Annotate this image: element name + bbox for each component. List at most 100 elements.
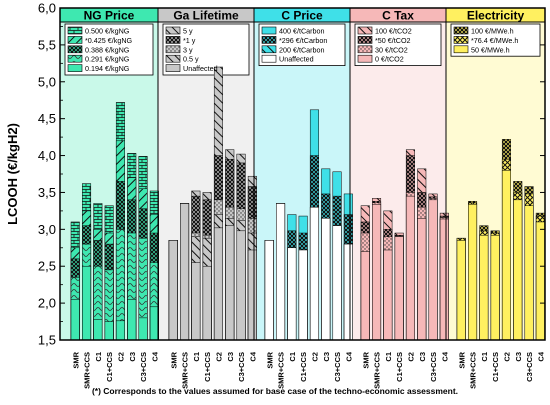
panel-title: NG Price [84, 9, 135, 23]
bar-segment [82, 265, 92, 341]
legend-label: Unaffected [183, 64, 218, 73]
legend-label: 100 €/MWe.h [471, 27, 514, 36]
category-label: C3 [128, 352, 137, 362]
category-label: C3+CCS [333, 352, 342, 382]
bar-segment [535, 221, 545, 341]
bar-segment [439, 218, 449, 341]
bar-segment [383, 249, 393, 341]
legend-swatch-pattern [166, 55, 180, 63]
legend-swatch [261, 26, 277, 35]
category-label: C2 [214, 352, 223, 362]
legend-swatch-pattern [454, 27, 468, 34]
bar-segment-pattern [150, 262, 159, 340]
legend-label: 0.194 €/kgNG [85, 64, 130, 73]
bar-segment [479, 234, 489, 341]
legend-label: 0.388 €/kgNG [85, 45, 130, 54]
legend-label: *50 €/tCO2 [375, 36, 411, 45]
category-label: C3 [322, 352, 331, 362]
bar-segment [524, 205, 534, 341]
category-label: C4 [248, 351, 257, 361]
bar-segment [191, 262, 201, 341]
category-label: C1+CCS [299, 352, 308, 382]
category-label: SMR+CCS [373, 352, 382, 389]
category-label: SMR+CCS [277, 352, 286, 389]
bar-segment [93, 319, 103, 341]
category-label: C2 [406, 352, 415, 362]
category-label: C1+CCS [395, 352, 404, 382]
legend-label: 50 €/MWe.h [471, 45, 510, 54]
category-label: SMR+CCS [83, 352, 92, 389]
panel-title: Ga Lifetime [173, 9, 239, 23]
y-tick-label: 2,0 [38, 296, 56, 311]
bar-segment [202, 265, 212, 341]
bar-segment [225, 225, 235, 341]
y-tick-label: 2,5 [38, 259, 56, 274]
panel-title: C Price [281, 9, 323, 23]
bar-segment [70, 299, 80, 341]
category-label: C4 [536, 351, 545, 361]
category-label: SMR [71, 351, 80, 368]
category-label: SMR [457, 351, 466, 368]
category-label: C4 [440, 351, 449, 361]
category-label: C3+CCS [429, 352, 438, 382]
category-label: C3+CCS [139, 352, 148, 382]
bar-segment [298, 249, 308, 341]
bar-segment [287, 247, 297, 341]
bar-segment [513, 199, 523, 341]
legend-label: 400 €/tCarbon [279, 27, 325, 36]
category-label: C1+CCS [491, 352, 500, 382]
bar-segment [138, 317, 148, 341]
category-label: C2 [116, 352, 125, 362]
category-label: C3 [514, 352, 523, 362]
category-label: C1 [288, 352, 297, 362]
bar-segment [168, 240, 178, 341]
bar-segment [360, 251, 370, 341]
legend-label: 100 €/tCO2 [375, 27, 412, 36]
bar-segment [332, 225, 342, 341]
y-axis-label: LCOOH (€/kgH2) [5, 123, 20, 225]
bar-segment [213, 227, 223, 341]
category-label: SMR [361, 351, 370, 368]
legend-swatch-pattern [166, 45, 180, 53]
bar-segment [372, 203, 382, 341]
category-label: C1 [480, 352, 489, 362]
category-label: SMR+CCS [469, 352, 478, 389]
bar-segment [417, 218, 427, 341]
footnote: (*) Corresponds to the values assumed fo… [92, 386, 458, 396]
legend-swatch-pattern [358, 27, 372, 34]
category-label: C3+CCS [525, 352, 534, 382]
category-label: C1 [192, 352, 201, 362]
bar-segment [490, 234, 500, 341]
legend-swatch-pattern [68, 36, 82, 44]
y-tick-label: 4,0 [38, 148, 56, 163]
legend-label: *296 €/tCarbon [279, 36, 327, 45]
bar-segment-pattern [127, 233, 136, 340]
y-tick-label: 3,5 [38, 185, 56, 200]
category-label: SMR+CCS [181, 352, 190, 389]
legend-swatch-pattern [454, 36, 468, 44]
legend-label: 5 y [183, 27, 193, 36]
legend-swatch-pattern [358, 36, 372, 44]
bar-segment [309, 206, 319, 341]
bar-segment [501, 170, 511, 341]
category-label: C1 [94, 352, 103, 362]
legend-label: 0.291 €/kgNG [85, 55, 130, 64]
category-label: C3 [226, 352, 235, 362]
bar-segment [394, 236, 404, 341]
bar-segment [247, 249, 257, 341]
bar-segment [127, 299, 137, 341]
category-label: SMR [265, 351, 274, 368]
legend-swatch [67, 64, 83, 72]
bar-segment [321, 218, 331, 341]
bar-segment [180, 203, 190, 341]
legend-swatch-pattern [68, 45, 82, 53]
category-label: C1+CCS [203, 352, 212, 382]
legend-label: 0.5 y [183, 55, 199, 64]
legend-label: 0.500 €/kgNG [85, 27, 130, 36]
panel-title: C Tax [382, 9, 414, 23]
bar-segment [149, 306, 159, 341]
category-label: C2 [310, 352, 319, 362]
bar-segment-pattern [104, 269, 114, 340]
legend-label: *76.4 €/MWe.h [471, 36, 518, 45]
